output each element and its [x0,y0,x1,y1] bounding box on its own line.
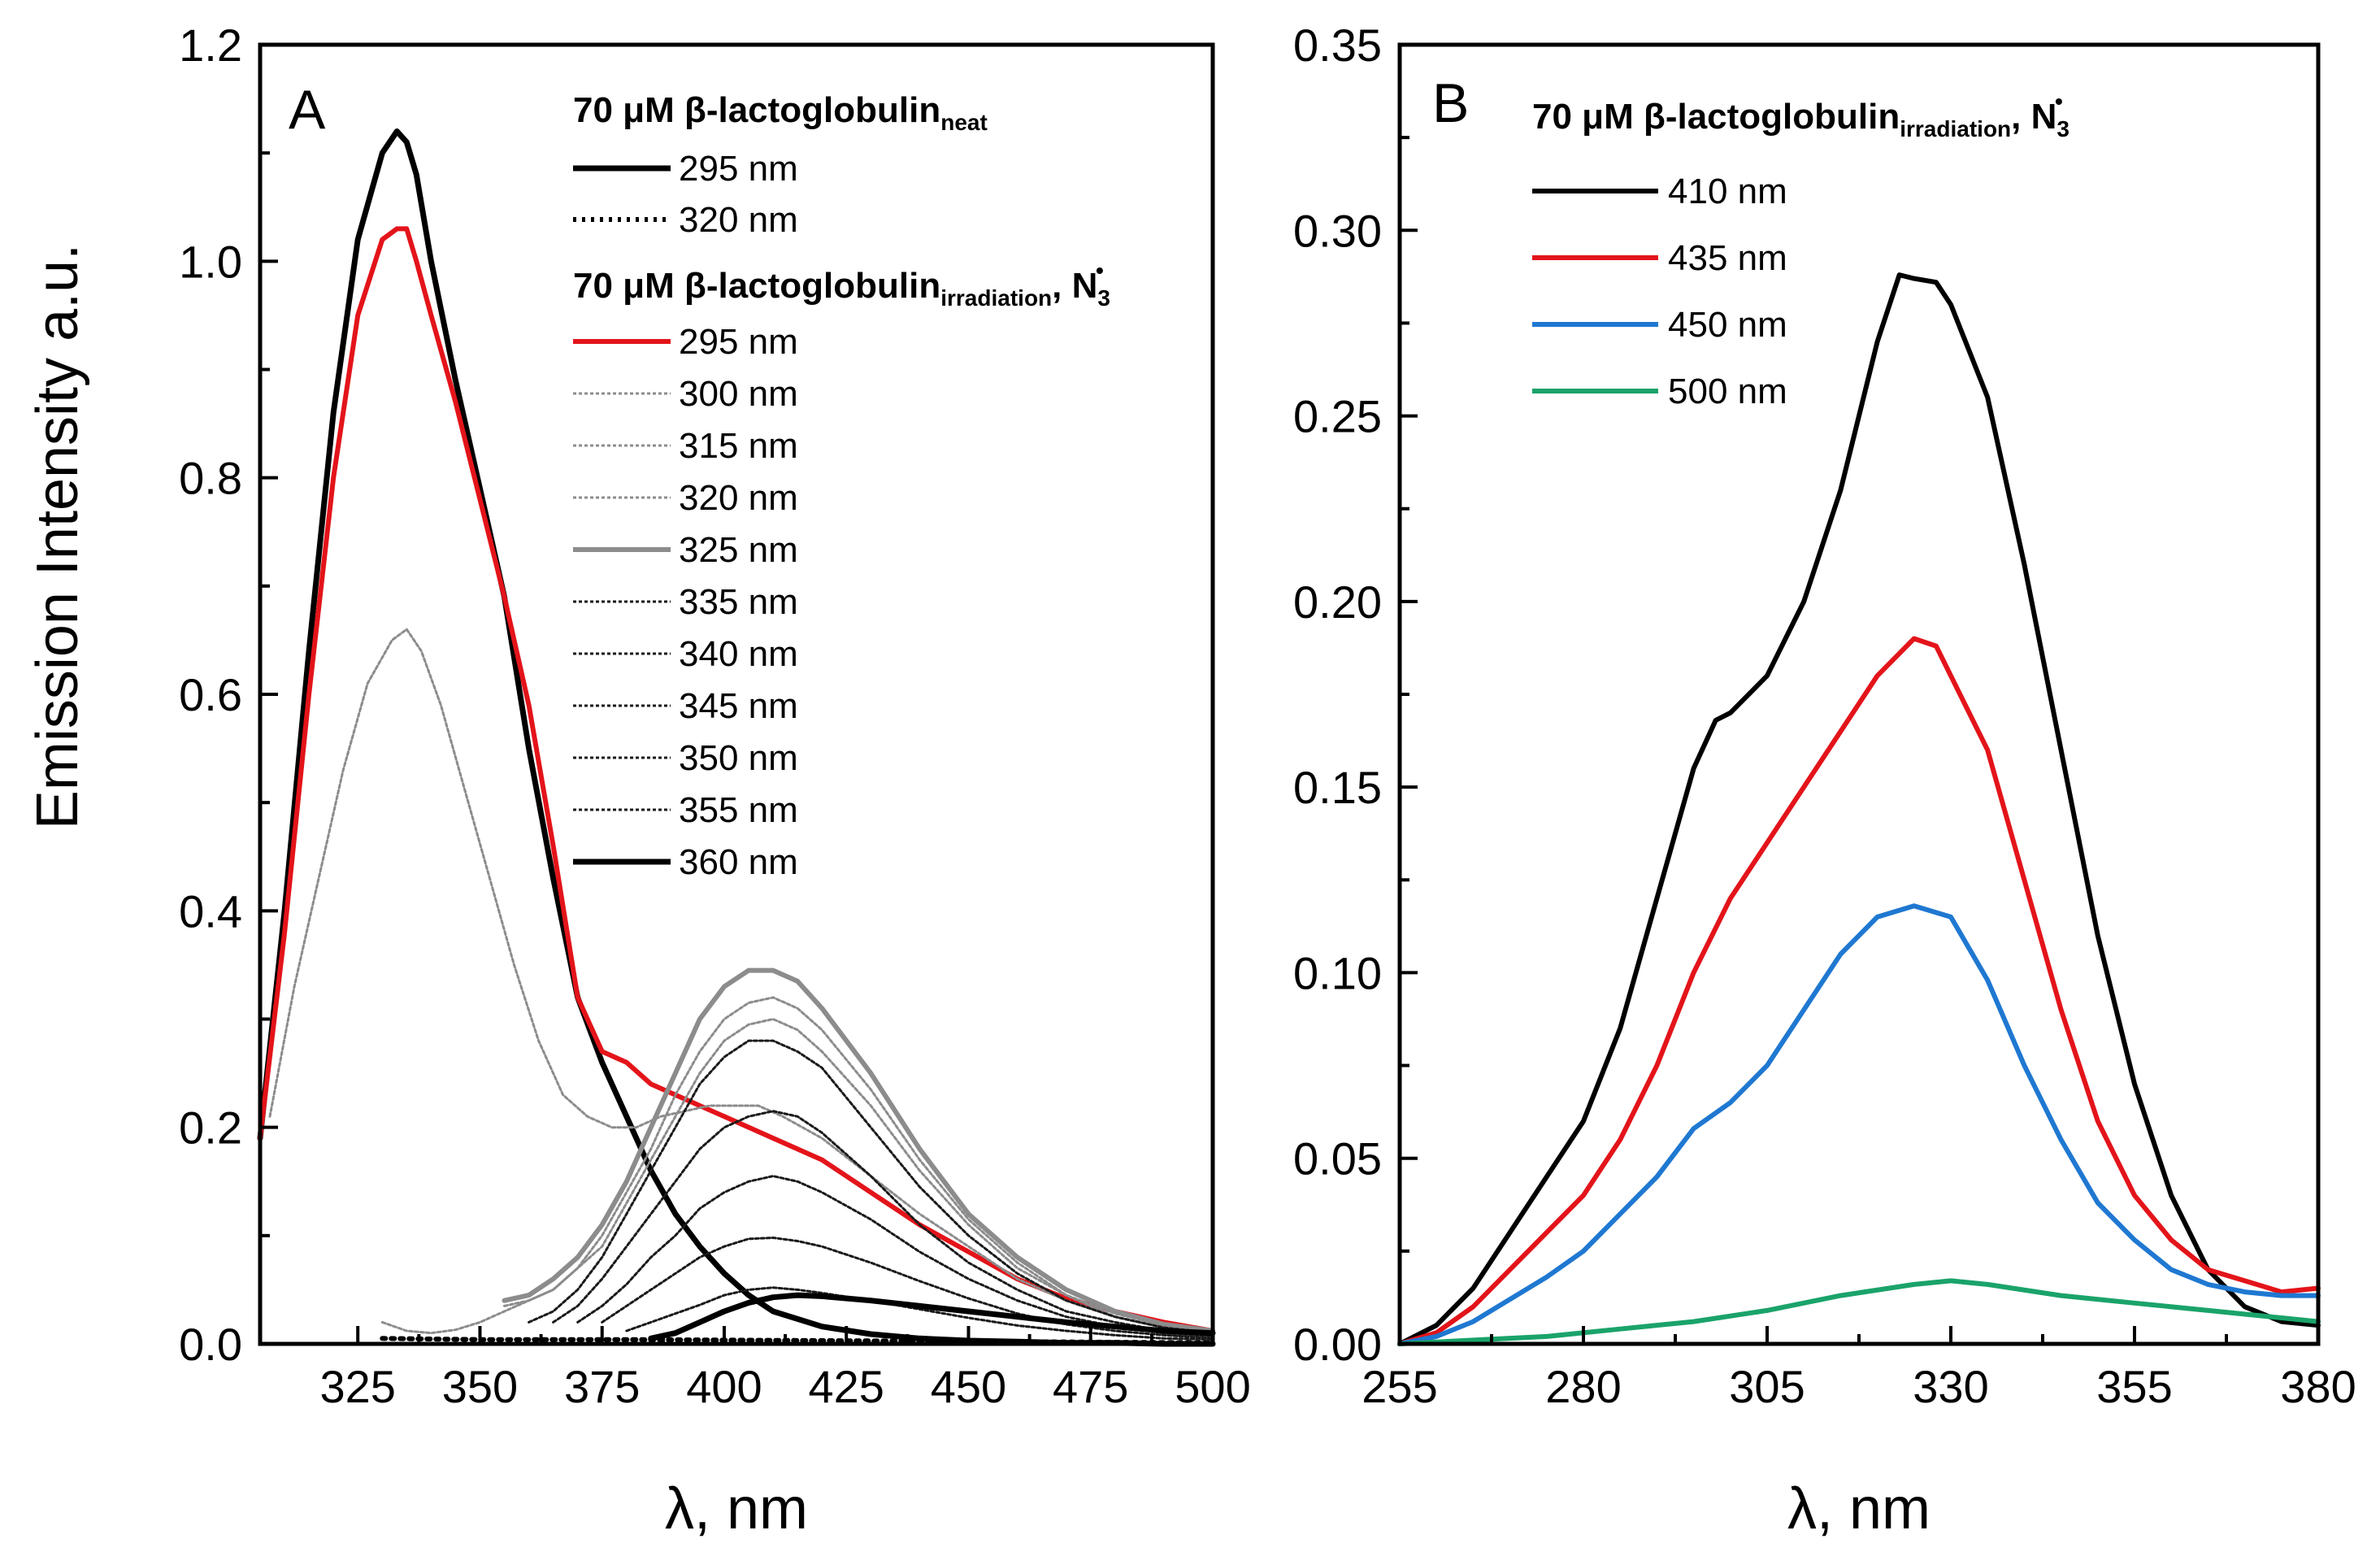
panel-b-letter: B [1432,72,1469,134]
y-tick-label: 1.2 [179,20,242,71]
y-tick-label: 0.0 [179,1319,242,1370]
panel-a-x-axis-title: λ, nm [665,1476,808,1541]
legend-label: 410 nm [1668,172,1787,211]
series-line-a-2 [258,226,1215,1333]
x-tick-label: 330 [1913,1361,1988,1412]
legend-label: 350 nm [679,738,798,778]
y-tick-label: 0.30 [1293,205,1382,256]
series-line-a-12 [648,1292,1216,1341]
y-tick-label: 0.25 [1293,391,1382,442]
legend-label: 360 nm [679,842,798,882]
x-tick-label: 255 [1362,1361,1437,1412]
series-line-a-8 [552,1110,1214,1337]
panel-a-legend: 70 μM β-lactoglobulinneat 70 μM β-lactog… [573,90,1110,882]
x-tick-label: 400 [686,1361,762,1412]
legend-label: 340 nm [679,634,798,674]
y-tick-label: 0.20 [1293,576,1382,628]
legend-label: 355 nm [679,790,798,830]
series-line-a-9 [576,1175,1214,1338]
legend-label: 500 nm [1668,372,1787,411]
legend-label: 325 nm [679,530,798,570]
legend-label: 320 nm [679,478,798,518]
legend-label: 315 nm [679,426,798,466]
series-line-a-6 [502,967,1215,1333]
legend-a-group2-title: 70 μM β-lactoglobulinirradiation, N3• [573,258,1110,311]
legend-a-group1-title: 70 μM β-lactoglobulinneat [573,90,988,135]
x-tick-label: 350 [442,1361,518,1412]
panel-b: 255 280 305 330 355 380 0.00 0.05 0.10 0.15 0.20 0.… [1293,20,2356,1541]
y-tick-label: 0.10 [1293,947,1382,998]
panel-a-letter: A [289,79,326,141]
y-tick-label: 0.00 [1293,1319,1382,1370]
series-line-a-7 [528,1039,1214,1335]
legend-label: 295 nm [679,149,798,189]
x-tick-label: 375 [564,1361,640,1412]
legend-label: 450 nm [1668,305,1787,345]
legend-b-title: 70 μM β-lactoglobulinirradiation, N3• [1532,89,2069,141]
series-line-a-11 [625,1286,1214,1341]
legend-label: 295 nm [679,322,798,362]
legend-label: 300 nm [679,374,798,414]
series-line-a-5 [503,996,1214,1335]
panel-b-legend-items: 410 nm 435 nm 450 nm 500 nm [1532,172,1787,411]
x-tick-label: 475 [1053,1361,1128,1412]
y-tick-label: 0.2 [179,1102,242,1154]
y-tick-label: 0.6 [179,669,242,720]
y-tick-label: 0.8 [179,453,242,504]
x-tick-label: 325 [319,1361,395,1412]
legend-label: 320 nm [679,200,798,240]
y-tick-label: 0.35 [1293,20,1382,71]
panel-b-x-axis-title: λ, nm [1787,1476,1930,1541]
y-tick-label: 0.4 [179,885,242,937]
x-tick-label: 280 [1545,1361,1621,1412]
series-line-a-3 [268,628,1214,1335]
x-tick-label: 425 [809,1361,884,1412]
x-tick-label: 380 [2280,1361,2356,1412]
panel-b-series [1397,272,2321,1346]
y-tick-label: 1.0 [179,236,242,287]
series-line-a-0 [257,128,1216,1347]
series-line-b-1 [1397,636,2321,1346]
panel-a-series [257,128,1216,1347]
series-line-b-0 [1397,272,2321,1346]
panel-a-ticks: 325 350 375 400 425 450 475 500 0.0 0.2 0.4 0.6 0.8 1… [179,20,1251,1412]
x-tick-label: 500 [1175,1361,1250,1412]
y-tick-label: 0.15 [1293,762,1382,813]
panel-b-ticks: 255 280 305 330 355 380 0.00 0.05 0.10 0.15 0.20 0.… [1293,20,2356,1412]
x-tick-label: 450 [931,1361,1006,1412]
series-line-a-4 [380,1018,1214,1335]
panel-b-legend: 70 μM β-lactoglobulinirradiation, N3• 41… [1532,89,2069,411]
panel-b-frame [1397,42,2321,1346]
series-line-b-3 [1397,1278,2321,1346]
legend-label: 335 nm [679,582,798,622]
x-tick-label: 355 [2096,1361,2172,1412]
panel-a-legend-items: 295 nm 320 nm 295 nm 300 nm 315 nm 320 nm 325 … [573,149,798,882]
panel-a: 325 350 375 400 425 450 475 500 0.0 0.2 0.4 0.6 0.8 1… [179,20,1251,1541]
series-line-b-2 [1397,903,2321,1346]
x-tick-label: 305 [1729,1361,1805,1412]
legend-label: 435 nm [1668,238,1787,278]
y-axis-title: Emission Intensity a.u. [25,244,90,829]
y-tick-label: 0.05 [1293,1133,1382,1185]
legend-label: 345 nm [679,686,798,726]
